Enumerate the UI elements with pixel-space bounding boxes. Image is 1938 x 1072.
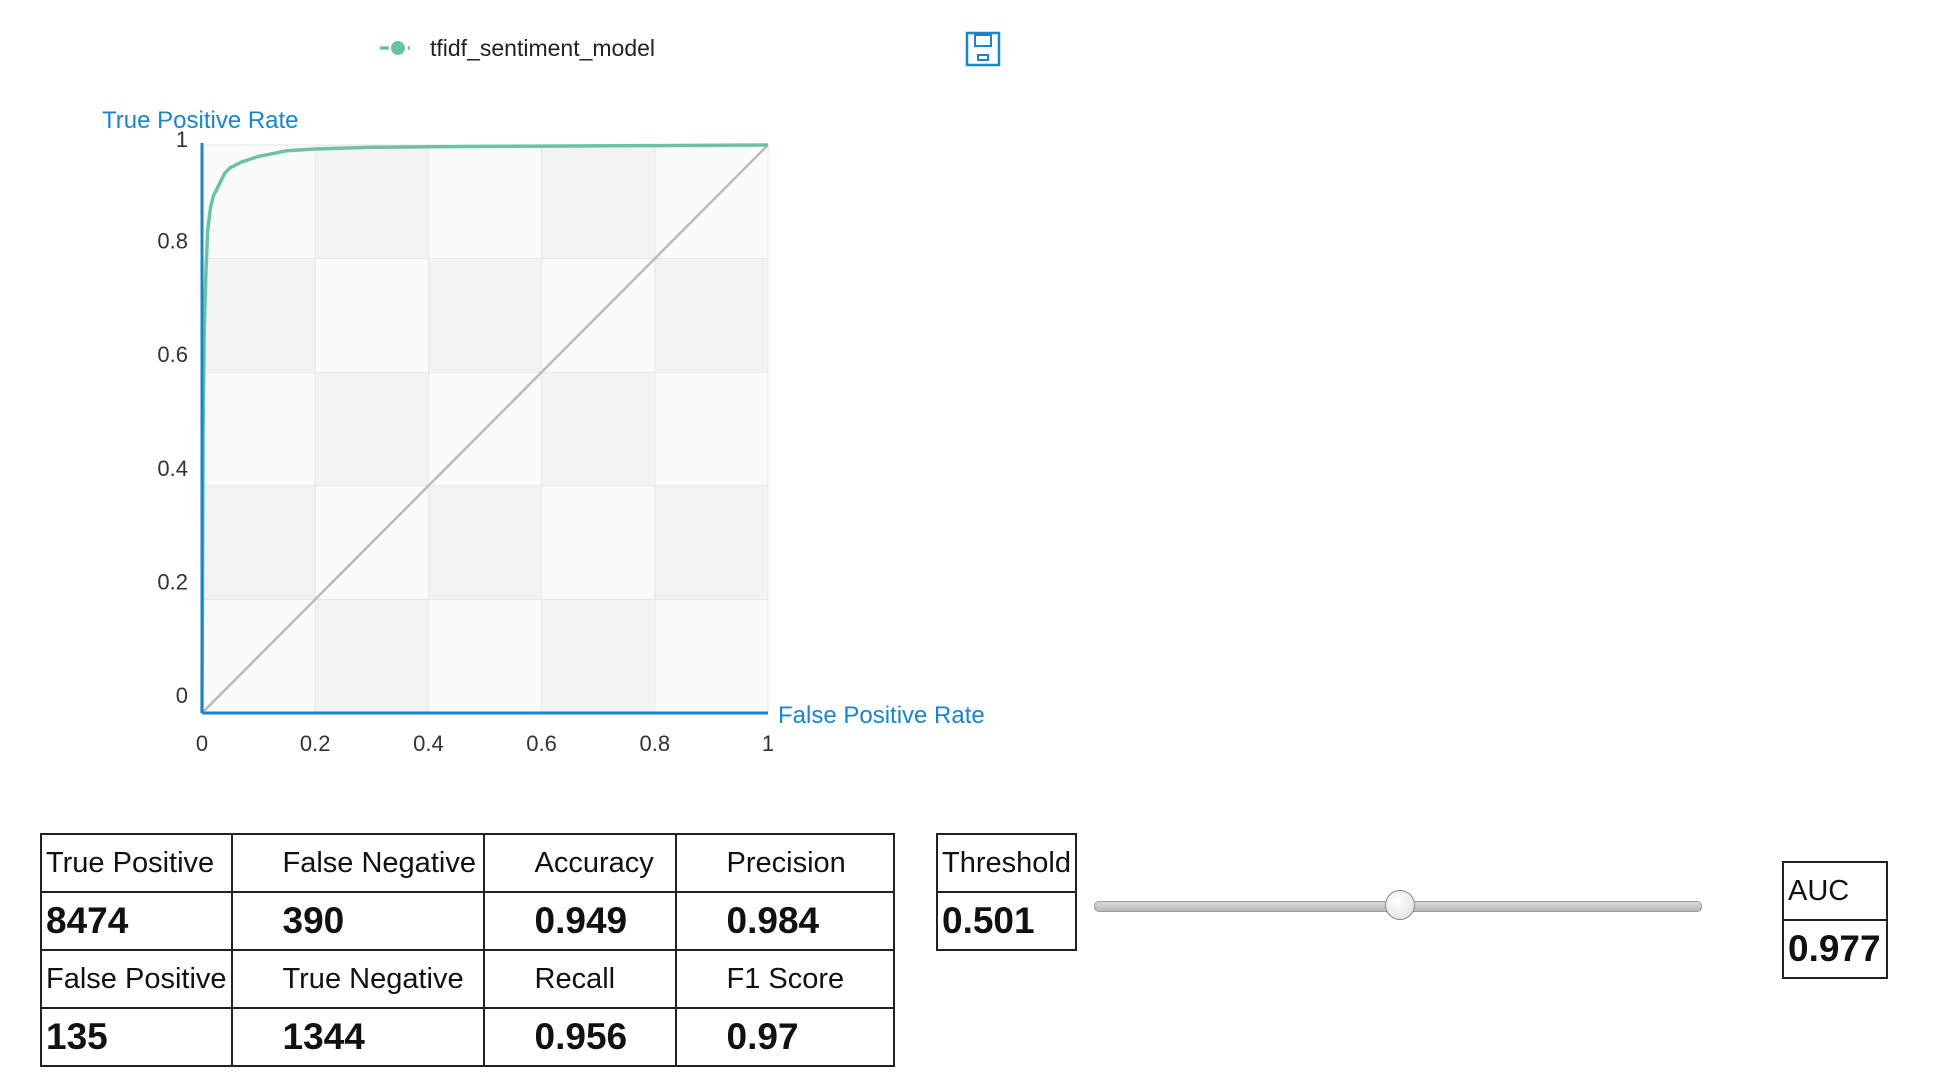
plot-band — [654, 258, 768, 373]
accuracy-label: Accuracy — [482, 833, 677, 893]
plot-band — [202, 145, 316, 259]
plot-band — [428, 258, 542, 373]
x-tick-label: 0.2 — [300, 731, 331, 756]
y-tick-label: 0.4 — [157, 456, 188, 481]
threshold-value: 0.501 — [936, 891, 1077, 951]
plot-band — [541, 485, 655, 600]
plot-band — [428, 145, 542, 259]
x-tick-labels: 0 0.2 0.4 0.6 0.8 1 — [196, 731, 774, 756]
x-tick-label: 0.8 — [640, 731, 671, 756]
true-negative-value: 1344 — [230, 1007, 485, 1067]
plot-band — [202, 372, 316, 486]
false-negative-value: 390 — [230, 891, 485, 951]
plot-background — [202, 145, 768, 713]
auc-table: AUC 0.977 — [1782, 861, 1888, 979]
y-tick-labels: 0 0.2 0.4 0.6 0.8 1 — [157, 127, 188, 708]
accuracy-value: 0.949 — [482, 891, 677, 951]
plot-band — [428, 599, 542, 713]
true-positive-value: 8474 — [40, 891, 233, 951]
grid-lines — [201, 144, 769, 714]
y-tick-label: 0 — [176, 683, 188, 708]
f1-score-value: 0.97 — [674, 1007, 895, 1067]
recall-label: Recall — [482, 949, 677, 1009]
diagonal-reference-line — [201, 144, 769, 714]
legend[interactable]: tfidf_sentiment_model — [380, 35, 655, 61]
auc-label: AUC — [1782, 861, 1888, 921]
f1-score-label: F1 Score — [674, 949, 895, 1009]
threshold-slider[interactable] — [1094, 890, 1702, 922]
plot-band — [654, 372, 768, 486]
threshold-label: Threshold — [936, 833, 1077, 893]
series-lines — [200, 143, 769, 714]
false-positive-value: 135 — [40, 1007, 233, 1067]
confusion-matrix-table: True Positive False Negative Accuracy Pr… — [40, 833, 895, 1067]
false-negative-label: False Negative — [230, 833, 485, 893]
plot-band — [315, 258, 429, 373]
save-icon[interactable] — [965, 31, 1001, 67]
y-tick-label: 0.8 — [157, 229, 188, 254]
plot-band — [202, 258, 316, 373]
plot-band — [202, 485, 316, 600]
plot-band — [541, 145, 655, 259]
y-tick-label: 1 — [176, 127, 188, 152]
precision-value: 0.984 — [674, 891, 895, 951]
y-tick-label: 0.6 — [157, 342, 188, 367]
plot-band — [541, 372, 655, 486]
false-positive-label: False Positive — [40, 949, 233, 1009]
precision-label: Precision — [674, 833, 895, 893]
plot-band — [315, 145, 429, 259]
legend-series-label: tfidf_sentiment_model — [430, 35, 655, 61]
x-tick-label: 0 — [196, 731, 208, 756]
x-tick-label: 0.6 — [526, 731, 557, 756]
axes — [200, 143, 768, 715]
recall-value: 0.956 — [482, 1007, 677, 1067]
y-tick-label: 0.2 — [157, 569, 188, 594]
plot-band — [654, 485, 768, 600]
x-axis-title: False Positive Rate — [778, 702, 985, 729]
plot-band — [428, 485, 542, 600]
slider-thumb[interactable] — [1384, 890, 1415, 920]
legend-dot-marker — [391, 41, 405, 55]
x-tick-label: 0.4 — [413, 731, 444, 756]
y-axis-title: True Positive Rate — [102, 107, 299, 134]
true-negative-label: True Negative — [230, 949, 485, 1009]
threshold-table: Threshold 0.501 — [936, 833, 1077, 951]
auc-value: 0.977 — [1782, 919, 1888, 979]
plot-band — [654, 599, 768, 713]
plot-band — [315, 372, 429, 486]
true-positive-label: True Positive — [40, 833, 233, 893]
roc-chart: 0 0.2 0.4 0.6 0.8 1 0 0.2 0.4 0.6 0.8 1 True Posit… — [102, 31, 1001, 756]
plot-band — [315, 599, 429, 713]
roc-curve-line — [200, 143, 769, 714]
plot-band — [541, 599, 655, 713]
x-tick-label: 1 — [762, 731, 774, 756]
